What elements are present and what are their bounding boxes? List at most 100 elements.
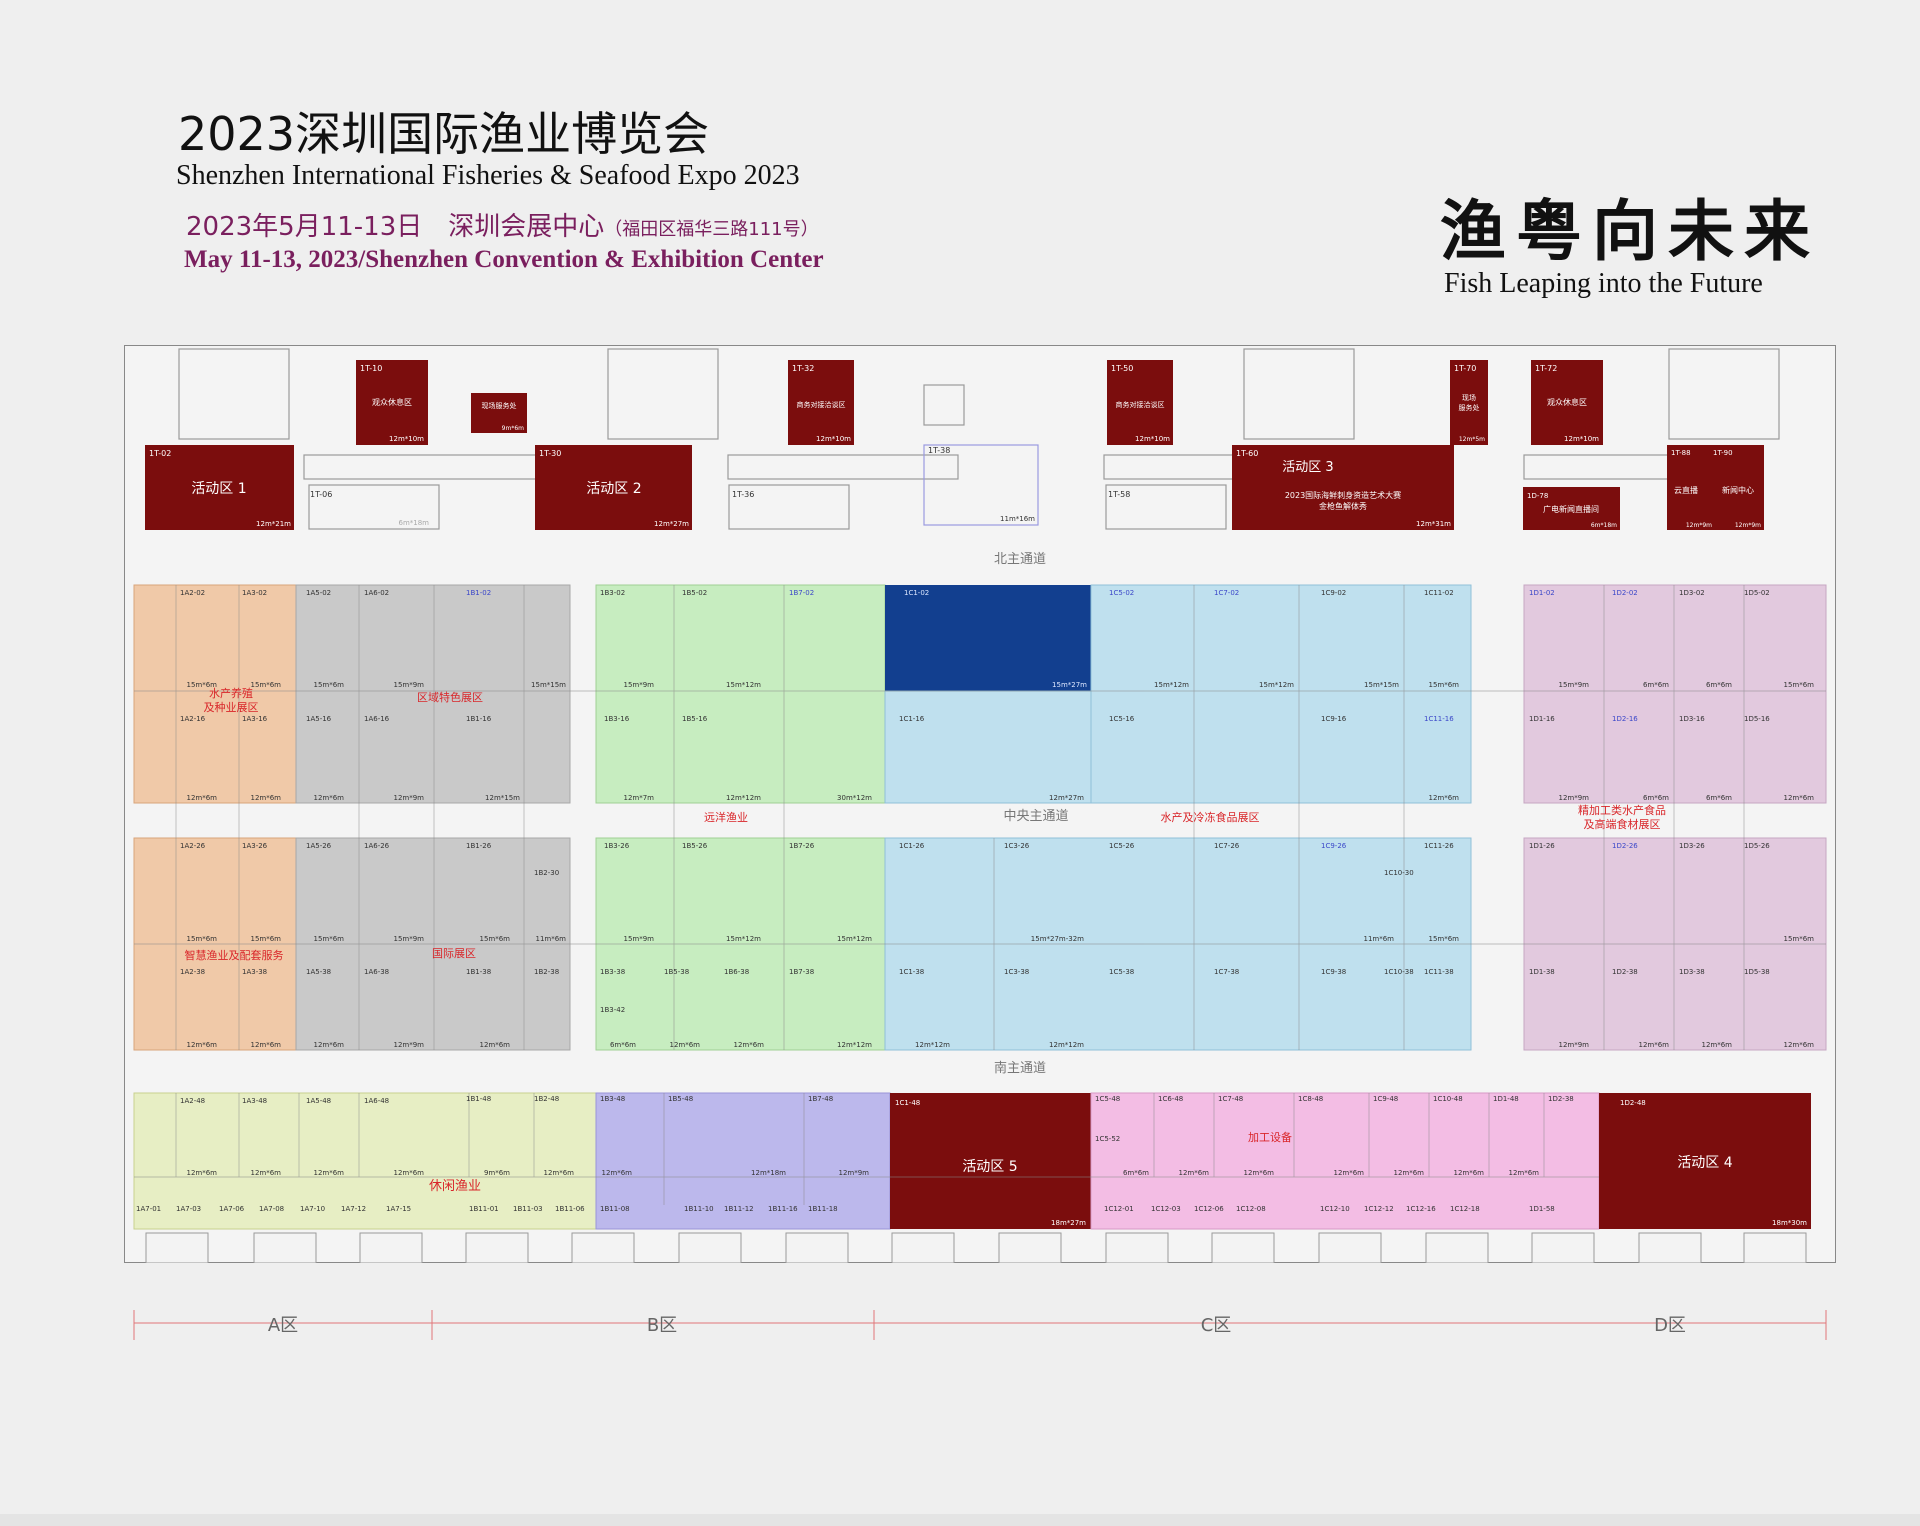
area-label-processed: 精加工类水产食品 [1578,803,1666,817]
booth-size: 18m*27m [1051,1219,1086,1227]
zone-label-b: B区 [647,1315,677,1336]
room-1t90-name: 新闻中心 [1722,485,1754,495]
booth-size: 6m*6m [1643,681,1669,689]
date-venue-text: 2023年5月11-13日 深圳会展中心 [186,212,605,242]
booth-label: 1C12-10 [1320,1205,1350,1213]
booth-label: 1A2-38 [180,968,205,976]
booth-size: 12m*12m [837,1041,872,1049]
booth-label: 1C7-02 [1214,589,1239,597]
area-blue-top [884,690,1092,804]
booth-size: 12m*6m [314,1169,345,1177]
booth-size: 15m*9m [394,935,425,943]
activity-zone-1-code: 1T-02 [149,449,171,458]
zone-label-c: C区 [1201,1315,1232,1336]
venue-address: （福田区福华三路111号） [604,219,819,240]
room-1t06-code: 1T-06 [310,490,332,499]
booth-size: 15m*6m [187,935,218,943]
booth-label: 1A7-10 [300,1205,325,1213]
activity-zone-3-code: 1T-60 [1236,449,1258,458]
floor-plan: 1T-10 观众休息区 12m*10m 现场服务处 9m*6m 1T-32 商务… [124,345,1836,1263]
north-aisle-label: 北主通道 [994,552,1046,567]
area-yellow [133,1092,597,1230]
area-label-processed-2: 及高端食材展区 [1584,817,1661,831]
booth-label: 1C11-38 [1424,968,1454,976]
booth-label: 1B1-26 [466,842,492,850]
booth-label: 1D5-26 [1744,842,1770,850]
booth-label: 1A7-08 [259,1205,284,1213]
booth-label: 1A5-02 [306,589,331,597]
room-1t38-code: 1T-38 [928,446,950,455]
room-1t88-size: 12m*9m [1686,522,1712,529]
booth-size: 9m*6m [484,1169,510,1177]
booth-size: 12m*6m [1784,1041,1815,1049]
booth-size: 6m*6m [610,1041,636,1049]
booth-label: 1C11-02 [1424,589,1454,597]
booth-size: 12m*12m [1049,1041,1084,1049]
room-1d78-size: 6m*18m [1591,522,1617,529]
activity-zone-3-sub1: 2023国际海鲜刺身资造艺术大赛 [1285,490,1401,500]
booth-label: 1B11-01 [469,1205,499,1213]
room-1t72-size: 12m*10m [1564,435,1599,443]
booth-label: 1C9-38 [1321,968,1346,976]
booth-label: 1B7-02 [789,589,814,597]
event-date-venue-en: May 11-13, 2023/Shenzhen Convention & Ex… [184,246,824,273]
booth-label: 1D1-02 [1529,589,1555,597]
booth-label: 1C7-26 [1214,842,1240,850]
room-1d78 [1523,487,1620,530]
room-1t50 [1107,360,1173,445]
activity-zone-3-size: 12m*31m [1416,520,1451,528]
booth-size: 12m*6m [394,1169,425,1177]
booth-label: 1B11-03 [513,1205,543,1213]
room-1t70-code: 1T-70 [1454,364,1476,373]
booth-label: 1B3-38 [600,968,625,976]
area-orange-top [133,584,297,804]
booth-label: 1B3-42 [600,1006,625,1014]
area-purple-top [1523,584,1827,804]
area-label-leisure: 休闲渔业 [429,1179,481,1194]
booth-size: 12m*6m [1179,1169,1210,1177]
booth-size: 15m*9m [624,935,655,943]
booth-label: 1D1-16 [1529,715,1555,723]
booth-label: 1A2-16 [180,715,206,723]
booth-label: 1B5-48 [668,1095,693,1103]
booth-size: 12m*6m [251,1169,282,1177]
booth-label: 1C5-52 [1095,1135,1120,1143]
room-1t72-name: 观众休息区 [1547,397,1587,407]
booth-size: 15m*9m [394,681,425,689]
booth-label: 1D3-16 [1679,715,1705,723]
booth-label: 1C8-48 [1298,1095,1323,1103]
room-1t10 [356,360,428,445]
booth-label: 1C5-38 [1109,968,1134,976]
booth-label: 1D1-26 [1529,842,1555,850]
booth-label: 1C10-48 [1433,1095,1463,1103]
booth-size: 15m*6m [314,681,345,689]
booth-label: 1C12-12 [1364,1205,1394,1213]
booth-size: 12m*6m [251,794,282,802]
booth-size: 12m*6m [1394,1169,1425,1177]
room-1t32-name: 商务对接洽谈区 [797,400,846,409]
booth-size: 6m*6m [1706,681,1732,689]
booth-size: 12m*6m [1454,1169,1485,1177]
room-1t36-code: 1T-36 [732,490,754,499]
booth-label: 1D2-16 [1612,715,1638,723]
area-label-smart: 智慧渔业及配套服务 [185,948,284,962]
booth-size: 12m*9m [1559,794,1590,802]
booth-size: 15m*6m [251,935,282,943]
room-1t58-code: 1T-58 [1108,490,1130,499]
activity-zone-3-label: 活动区 3 [1282,460,1333,475]
booth-size: 15m*6m [1429,935,1460,943]
booth-size: 15m*12m [1259,681,1294,689]
booth-label: 1D3-02 [1679,589,1705,597]
booth-size: 12m*6m [1702,1041,1733,1049]
booth-label: 1C1-02 [904,589,929,597]
booth-label: 1A6-48 [364,1097,389,1105]
activity-zone-4 [1599,1093,1811,1229]
booth-size: 12m*18m [751,1169,786,1177]
booth-label: 1A6-02 [364,589,389,597]
area-label-international: 国际展区 [432,947,476,960]
booth-label: 1D2-48 [1620,1099,1646,1107]
booth-label: 1A5-48 [306,1097,331,1105]
booth-sizes: 15m*6m 15m*6m 15m*6m 15m*9m 15m*15m 15m*… [187,681,1815,1227]
booth-label: 1A7-06 [219,1205,245,1213]
room-1d78-code: 1D-78 [1527,492,1548,500]
